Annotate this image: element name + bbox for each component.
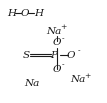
Text: O: O: [67, 51, 76, 60]
Text: P: P: [50, 51, 57, 60]
Text: +: +: [84, 72, 90, 80]
Text: S: S: [22, 51, 29, 60]
Text: -: -: [62, 61, 64, 70]
Text: Na: Na: [46, 27, 61, 36]
Text: Na: Na: [24, 79, 40, 88]
Text: H: H: [34, 9, 43, 18]
Text: O: O: [52, 38, 61, 47]
Text: O: O: [52, 65, 61, 74]
Text: H: H: [8, 9, 17, 18]
Text: +: +: [60, 23, 66, 31]
Text: -: -: [77, 47, 80, 56]
Text: Na: Na: [70, 75, 85, 84]
Text: O: O: [20, 9, 29, 18]
Text: -: -: [62, 35, 64, 43]
